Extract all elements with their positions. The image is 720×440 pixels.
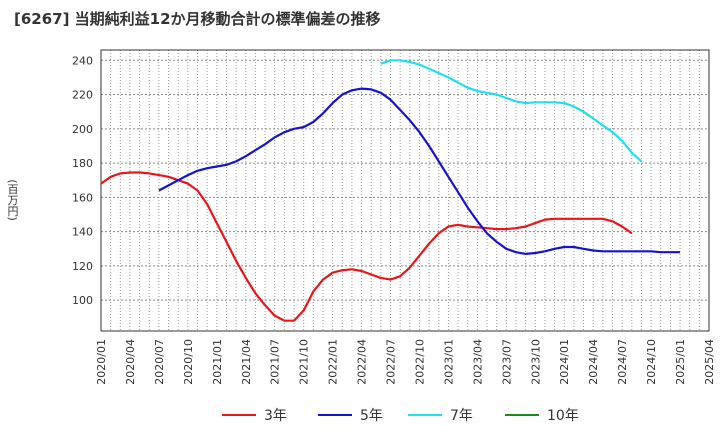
- x-tick-label: 2020/04: [124, 339, 137, 385]
- axes: [100, 49, 710, 332]
- x-tick-label: 2021/07: [269, 339, 282, 385]
- y-tick-label: 140: [72, 226, 93, 239]
- y-tick-labels: 100 120 140 160 180 200 220 240: [72, 54, 93, 307]
- y-tick-label: 220: [72, 89, 93, 102]
- y-tick-label: 240: [72, 54, 93, 67]
- x-tick-label: 2023/04: [471, 339, 484, 385]
- y-axis-label: (百万円): [6, 179, 19, 221]
- legend-label: 5年: [360, 408, 383, 424]
- x-tick-labels: 2020/01 2020/04 2020/07 2020/10 2021/01 2021/…: [95, 339, 716, 385]
- legend-swatch: [505, 414, 539, 416]
- legend-label: 3年: [264, 408, 287, 424]
- series-line-2: [380, 59, 643, 163]
- legend-swatch: [222, 414, 256, 416]
- x-tick-label: 2021/10: [298, 339, 311, 385]
- series-line-1: [158, 87, 680, 255]
- x-tick-label: 2021/04: [240, 339, 253, 385]
- legend-label: 10年: [547, 408, 579, 424]
- x-tick-label: 2020/01: [95, 339, 108, 385]
- chart-title: [6267] 当期純利益12か月移動合計の標準偏差の推移: [14, 10, 381, 28]
- x-tick-label: 2024/10: [645, 339, 658, 385]
- x-tick-label: 2022/04: [356, 339, 369, 385]
- x-tick-label: 2020/10: [182, 339, 195, 385]
- y-tick-label: 200: [72, 123, 93, 136]
- x-tick-label: 2022/10: [413, 339, 426, 385]
- x-tick-label: 2025/01: [674, 339, 687, 385]
- y-tick-label: 180: [72, 157, 93, 170]
- x-tick-label: 2023/10: [529, 339, 542, 385]
- legend-item-0: 3年: [222, 402, 287, 428]
- legend-label: 7年: [450, 408, 473, 424]
- x-tick-label: 2024/01: [558, 339, 571, 385]
- x-tick-label: 2023/07: [500, 339, 513, 385]
- x-tick-label: 2024/04: [587, 339, 600, 385]
- x-tick-label: 2022/01: [327, 339, 340, 385]
- grid-lines: [101, 50, 709, 331]
- legend-swatch: [318, 414, 352, 416]
- x-tick-label: 2024/07: [616, 339, 629, 385]
- legend: 3年 5年 7年 10年: [0, 402, 720, 428]
- y-tick-label: 120: [72, 260, 93, 273]
- x-tick-label: 2020/07: [153, 339, 166, 385]
- x-tick-label: 2025/04: [703, 339, 716, 385]
- legend-swatch: [408, 414, 442, 416]
- y-tick-label: 160: [72, 191, 93, 204]
- x-tick-label: 2022/07: [385, 339, 398, 385]
- legend-item-3: 10年: [505, 402, 579, 428]
- legend-item-2: 7年: [408, 402, 473, 428]
- series-line-0: [100, 171, 633, 322]
- plot-area-frame: [100, 49, 710, 332]
- y-tick-label: 100: [72, 294, 93, 307]
- legend-item-1: 5年: [318, 402, 383, 428]
- series-lines: [100, 59, 680, 322]
- x-tick-label: 2023/01: [442, 339, 455, 385]
- x-tick-label: 2021/01: [211, 339, 224, 385]
